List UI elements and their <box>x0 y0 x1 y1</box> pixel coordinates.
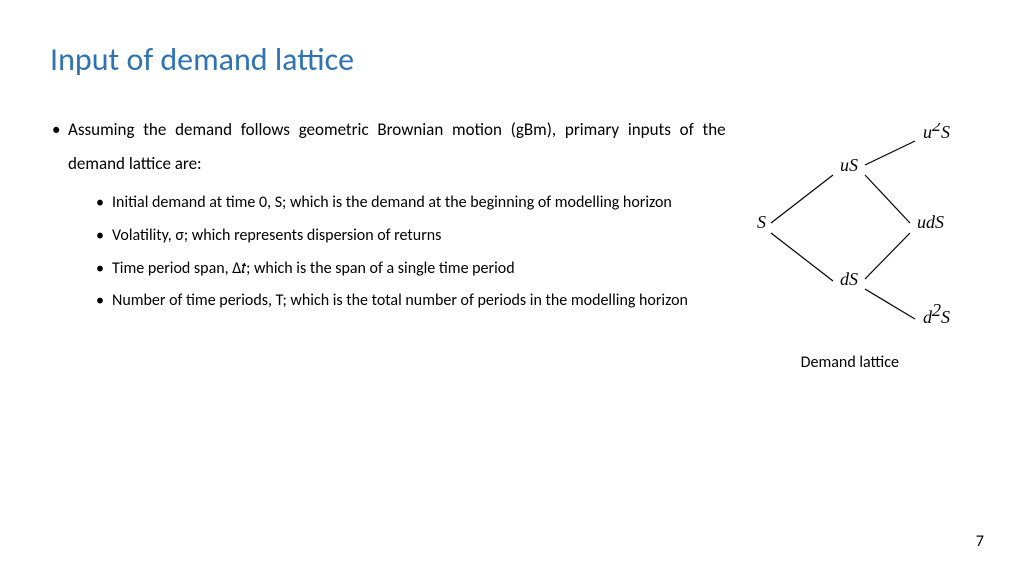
lattice-diagram: SuS dS u2S udS d2S <box>745 123 955 343</box>
slide: Input of demand lattice Assuming the dem… <box>0 0 1024 576</box>
svg-text:uS: uS <box>840 155 858 175</box>
text-column: Assuming the demand follows geometric Br… <box>50 113 726 372</box>
svg-text:S: S <box>757 212 766 232</box>
bullet-main-text: Assuming the demand follows geometric Br… <box>68 119 726 174</box>
sub-bullet: Volatility, σ; which represents dispersi… <box>94 220 726 253</box>
slide-title: Input of demand lattice <box>50 40 974 79</box>
sub-bullet-text: Initial demand at time 0, S; which is th… <box>112 193 672 212</box>
page-number: 7 <box>976 532 984 551</box>
sub-bullet-text: Volatility, σ; which represents dispersi… <box>112 226 441 245</box>
content-row: Assuming the demand follows geometric Br… <box>50 113 974 372</box>
bullet-list-inner: Initial demand at time 0, S; which is th… <box>68 187 726 318</box>
sub-bullet: Initial demand at time 0, S; which is th… <box>94 187 726 220</box>
bullet-main: Assuming the demand follows geometric Br… <box>50 113 726 318</box>
sub-bullet-text: Time period span, Δ𝑡; which is the span … <box>112 259 515 278</box>
svg-text:udS: udS <box>917 212 944 232</box>
lattice-caption: Demand lattice <box>801 353 899 372</box>
sub-bullet-text: Number of time periods, T; which is the … <box>112 291 688 310</box>
svg-text:dS: dS <box>840 269 858 289</box>
svg-text:d2S: d2S <box>923 300 950 327</box>
diagram-column: SuS dS u2S udS d2S Demand lattice <box>726 113 974 372</box>
bullet-list-outer: Assuming the demand follows geometric Br… <box>50 113 726 318</box>
sub-bullet: Time period span, Δ𝑡; which is the span … <box>94 253 726 286</box>
sub-bullet: Number of time periods, T; which is the … <box>94 285 726 318</box>
svg-text:u2S: u2S <box>923 123 950 142</box>
